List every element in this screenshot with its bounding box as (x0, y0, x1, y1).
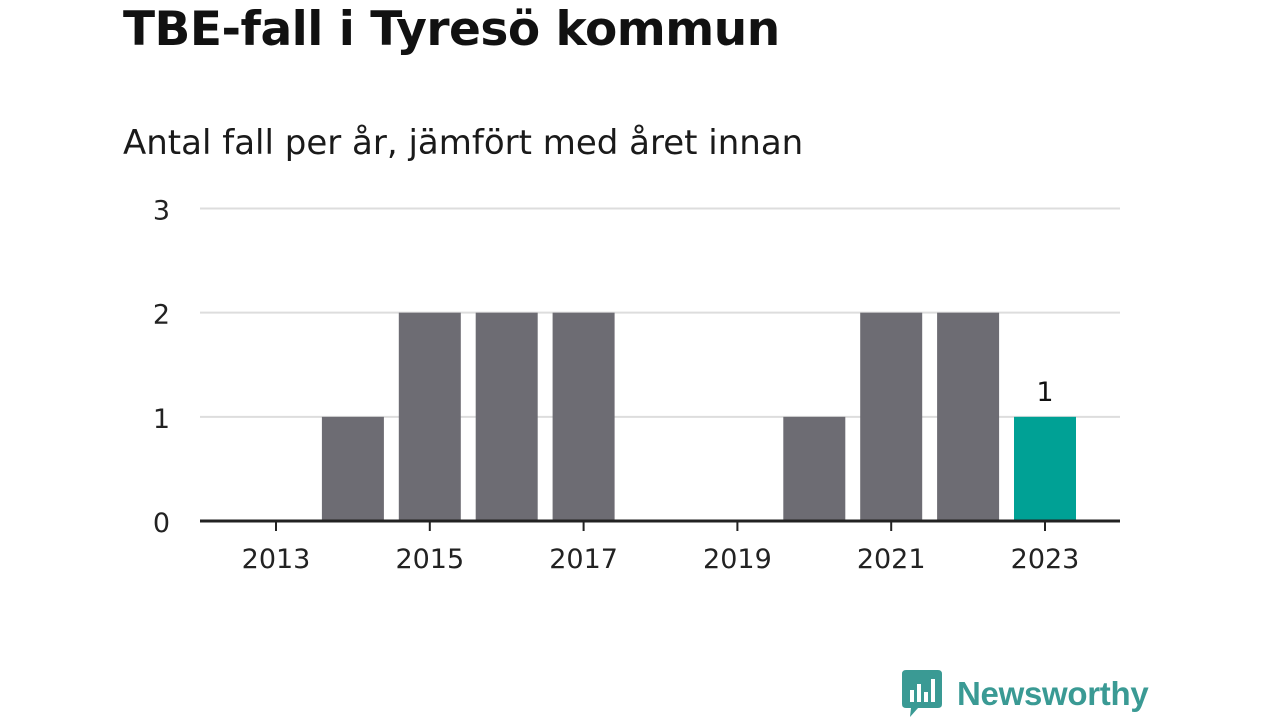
data-label-2023: 1 (1036, 377, 1053, 408)
y-tick-label: 3 (153, 196, 170, 227)
x-tick-label: 2023 (1011, 544, 1080, 575)
bar-2021 (860, 312, 923, 521)
bar-2020 (783, 416, 846, 521)
x-tick-label: 2017 (549, 544, 618, 575)
bar-2014 (321, 416, 384, 521)
y-axis-ticks: 0 1 2 3 (153, 196, 170, 540)
bar-2015 (398, 312, 461, 521)
bar-2016 (475, 312, 538, 521)
brand-name: Newsworthy (957, 675, 1149, 712)
chart-subtitle: Antal fall per år, jämfört med året inna… (123, 123, 804, 163)
x-tick-label: 2019 (703, 544, 772, 575)
x-axis-ticks: 2013 2015 2017 2019 2021 2023 (200, 519, 1120, 575)
bar-chart-speech-bubble-icon (902, 670, 942, 717)
y-tick-label: 2 (153, 300, 170, 331)
bars (321, 312, 1076, 521)
x-tick-label: 2021 (857, 544, 926, 575)
data-labels: 1 (1036, 377, 1053, 408)
chart-title: TBE-fall i Tyresö kommun (123, 2, 780, 57)
bar-2022 (937, 312, 1000, 521)
x-tick-label: 2015 (395, 544, 464, 575)
bar-2017 (552, 312, 615, 521)
x-tick-label: 2013 (242, 544, 311, 575)
y-tick-label: 1 (153, 404, 170, 435)
bar-2023 (1014, 416, 1076, 521)
newsworthy-logo: Newsworthy (902, 670, 1149, 718)
y-tick-label: 0 (153, 508, 170, 539)
